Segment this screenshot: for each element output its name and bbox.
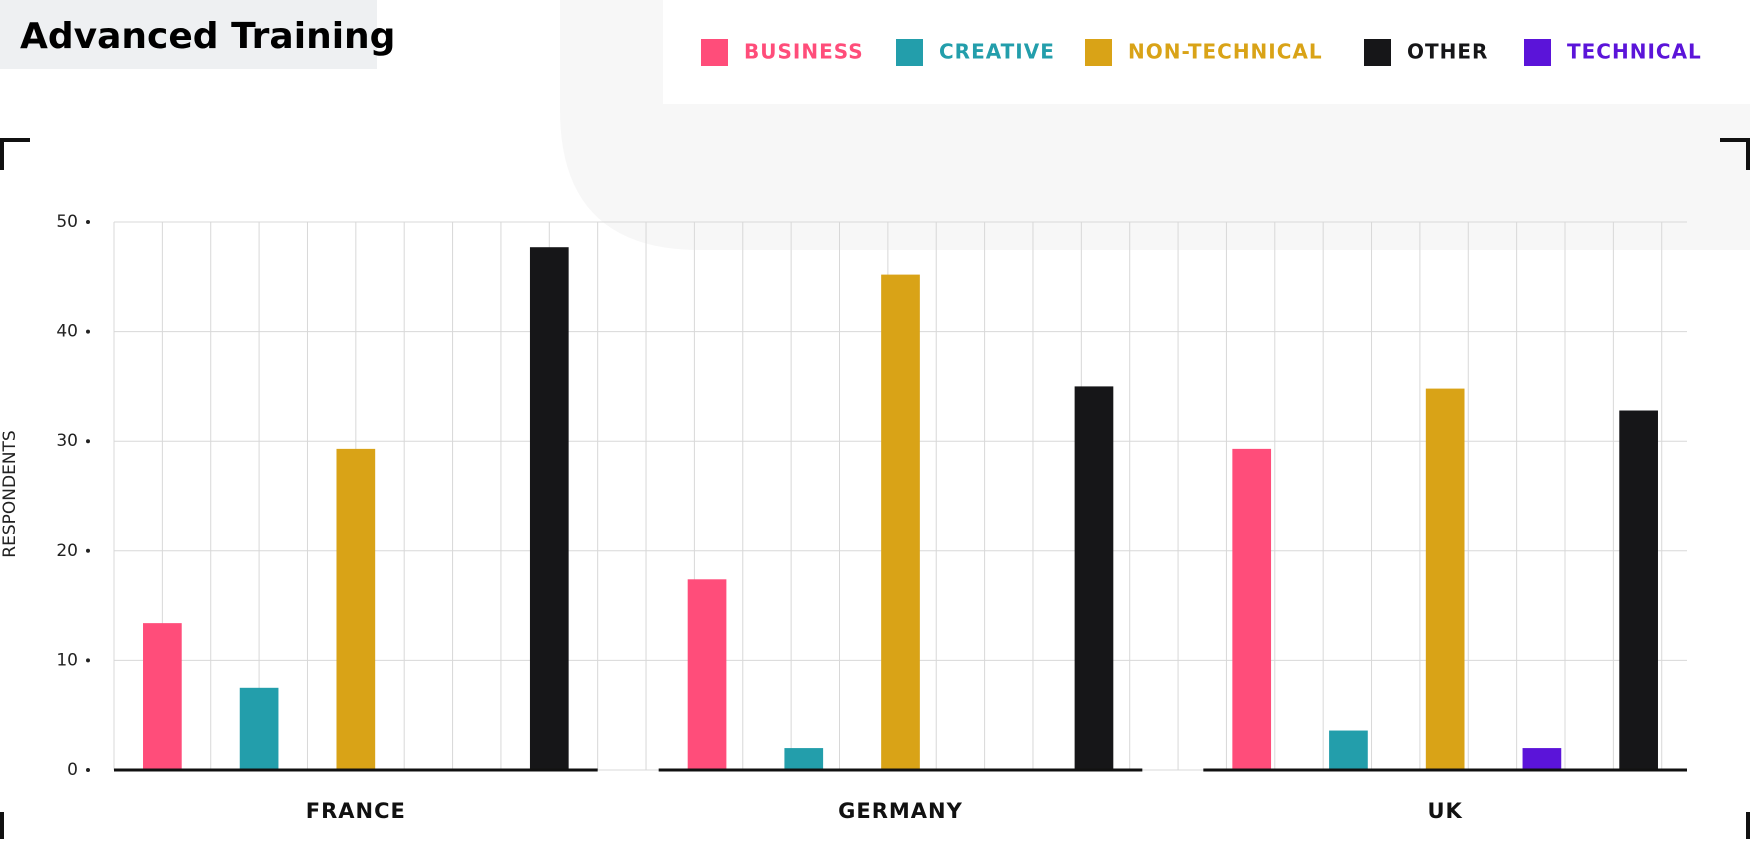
y-tick-label: 50 [56, 212, 78, 232]
legend-label: BUSINESS [744, 40, 864, 64]
bar [784, 748, 824, 770]
legend-swatch [896, 39, 923, 66]
legend-label: CREATIVE [939, 40, 1055, 64]
bar [1329, 730, 1368, 770]
y-tick-dot [86, 548, 90, 553]
bar [1425, 388, 1465, 770]
legend-box [663, 0, 1750, 104]
chart-title: Advanced Training [20, 16, 395, 57]
corner-marks [0, 138, 1750, 839]
bar [1522, 748, 1562, 770]
y-tick-label: 0 [67, 760, 78, 780]
x-tick-label: FRANCE [306, 799, 406, 823]
legend-swatch [1364, 39, 1391, 66]
title-box [0, 0, 377, 69]
y-axis-label: RESPONDENTS [0, 430, 20, 557]
y-tick-dot [86, 329, 90, 334]
legend-label: TECHNICAL [1567, 40, 1702, 64]
bar [336, 448, 376, 770]
y-tick-label: 10 [56, 650, 78, 670]
legend-label: NON-TECHNICAL [1128, 40, 1323, 64]
bar [143, 623, 182, 770]
bar [1074, 386, 1114, 770]
legend-swatch [1085, 39, 1112, 66]
legend-swatch [701, 39, 728, 66]
bar [687, 579, 727, 770]
bar [1619, 410, 1658, 770]
bar [239, 687, 279, 770]
y-tick-dot [86, 220, 90, 224]
legend-label: OTHER [1407, 40, 1488, 64]
legend-swatch [1524, 39, 1551, 66]
y-tick-label: 30 [56, 431, 78, 451]
y-tick-dot [86, 658, 90, 663]
y-tick-dot [86, 768, 90, 772]
y-tick-dot [86, 439, 90, 444]
x-tick-label: UK [1428, 799, 1463, 823]
bar [529, 247, 569, 770]
y-tick-label: 40 [56, 322, 78, 342]
bar [881, 274, 920, 770]
y-tick-label: 20 [56, 541, 78, 561]
bar [1232, 448, 1272, 770]
x-tick-label: GERMANY [838, 799, 963, 823]
